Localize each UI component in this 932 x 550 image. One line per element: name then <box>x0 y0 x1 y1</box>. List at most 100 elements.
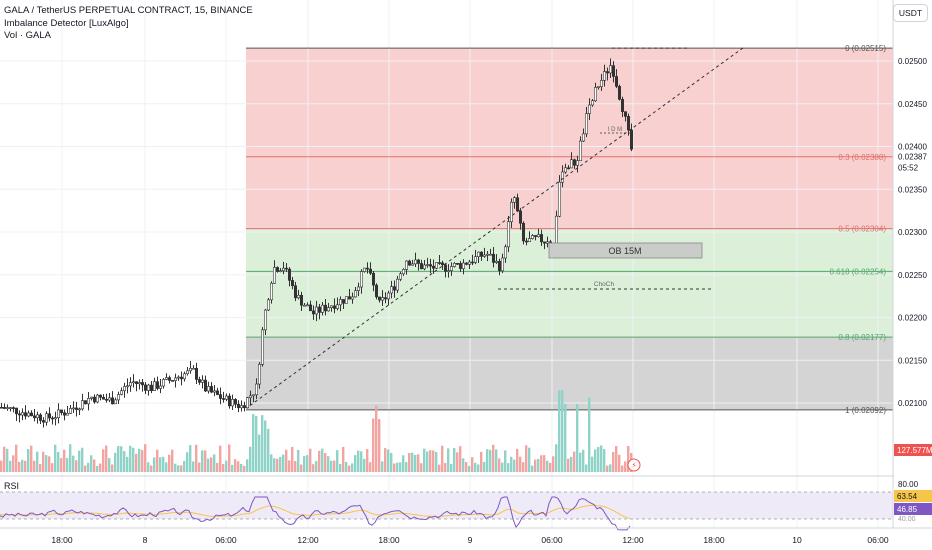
volume-badge: 127.577M <box>897 446 932 455</box>
volume-bar <box>378 419 381 472</box>
volume-bar <box>246 459 249 472</box>
candle-down <box>47 413 51 419</box>
candle-down <box>470 261 474 264</box>
volume-bar <box>453 448 456 472</box>
candle-up <box>500 257 504 272</box>
volume-bar <box>393 463 396 472</box>
volume-bar <box>624 461 627 472</box>
candle-down <box>419 263 423 270</box>
currency-button[interactable]: USDT <box>893 4 928 22</box>
candle-down <box>437 262 441 264</box>
volume-bar <box>30 445 33 472</box>
candle-up <box>488 253 492 256</box>
volume-bar <box>483 461 486 472</box>
volume-bar <box>573 451 576 472</box>
candle-up <box>126 385 130 388</box>
time-tick: 10 <box>792 535 802 545</box>
candle-up <box>305 304 309 307</box>
volume-bar <box>594 449 597 472</box>
rsi-value-bg <box>894 490 932 502</box>
volume-bar <box>351 463 354 472</box>
candle-up <box>81 400 85 410</box>
volume-bar <box>366 449 369 472</box>
candle-up <box>114 399 118 405</box>
price-tick: 0.02350 <box>898 185 927 194</box>
candle-down <box>62 412 66 416</box>
volume-bar <box>147 462 150 472</box>
candle-down <box>443 264 447 272</box>
candle-up <box>395 278 399 291</box>
fib-label-0.618: 0.618 (0.02254) <box>830 267 887 276</box>
price-tick: 0.02150 <box>898 356 927 365</box>
volume-bar <box>153 457 156 472</box>
volume-bar <box>216 462 219 472</box>
candle-down <box>216 390 220 395</box>
candle-down <box>198 379 202 383</box>
lightning-icon: ⚡ <box>631 461 637 470</box>
candle-up <box>503 246 507 259</box>
volume-bar <box>201 450 204 472</box>
candle-down <box>428 264 432 267</box>
candle-down <box>243 405 247 409</box>
volume-bar <box>495 449 498 472</box>
candle-up <box>90 396 94 399</box>
volume-bar <box>585 464 588 472</box>
rsi-upper-label: 80.00 <box>898 480 919 489</box>
candle-up <box>69 408 73 414</box>
time-tick: 18:00 <box>703 535 725 545</box>
volume-bar <box>618 454 621 472</box>
candle-up <box>608 65 612 74</box>
volume-bar <box>120 446 123 472</box>
candle-up <box>165 377 169 380</box>
volume-bar <box>420 463 423 472</box>
volume-bar <box>528 447 531 472</box>
volume-bar <box>456 452 459 472</box>
volume-bar <box>117 446 120 472</box>
volume-badge-bg <box>894 444 932 456</box>
candle-up <box>593 87 597 102</box>
volume-bar <box>150 465 153 472</box>
volume-bar <box>627 446 630 472</box>
rsi-label[interactable]: RSI <box>4 481 20 491</box>
volume-bar <box>381 461 384 472</box>
volume-bar <box>498 458 501 472</box>
volume-bar <box>324 453 327 472</box>
candle-up <box>338 299 342 306</box>
volume-bar <box>387 449 390 472</box>
time-tick: 06:00 <box>867 535 889 545</box>
indicator-imbalance[interactable]: Imbalance Detector [LuxAlgo] <box>4 18 129 29</box>
price-axis: 0.02500 0.02450 0.02400 0.02350 0.02300 0.022… <box>892 0 932 550</box>
volume-bar <box>576 404 579 472</box>
volume-bar <box>267 428 270 472</box>
candle-up <box>401 269 405 275</box>
volume-bar <box>159 457 162 472</box>
candle-up <box>389 286 393 294</box>
symbol-title[interactable]: GALA / TetherUS PERPETUAL CONTRACT, 15, … <box>4 5 253 16</box>
candle-up <box>9 407 13 409</box>
candle-down <box>84 400 88 405</box>
candle-down <box>542 241 546 244</box>
candle-up <box>356 286 360 291</box>
candle-down <box>566 167 570 170</box>
volume-bar <box>165 462 168 472</box>
volume-bar <box>183 460 186 472</box>
candle-up <box>20 412 24 416</box>
volume-bars <box>0 390 633 472</box>
volume-bar <box>327 456 330 472</box>
candle-up <box>278 270 282 272</box>
candle-down <box>491 253 495 263</box>
volume-bar <box>306 455 309 472</box>
volume-bar <box>195 444 198 472</box>
time-tick: 06:00 <box>541 535 563 545</box>
volume-bar <box>141 450 144 472</box>
volume-bar <box>411 452 414 472</box>
candle-down <box>515 197 519 212</box>
volume-bar <box>552 456 555 472</box>
candle-down <box>93 396 97 403</box>
indicator-volume[interactable]: Vol · GALA <box>4 30 51 41</box>
volume-bar <box>522 462 525 472</box>
volume-bar <box>357 450 360 472</box>
volume-bar <box>18 461 21 472</box>
candle-down <box>105 398 109 401</box>
